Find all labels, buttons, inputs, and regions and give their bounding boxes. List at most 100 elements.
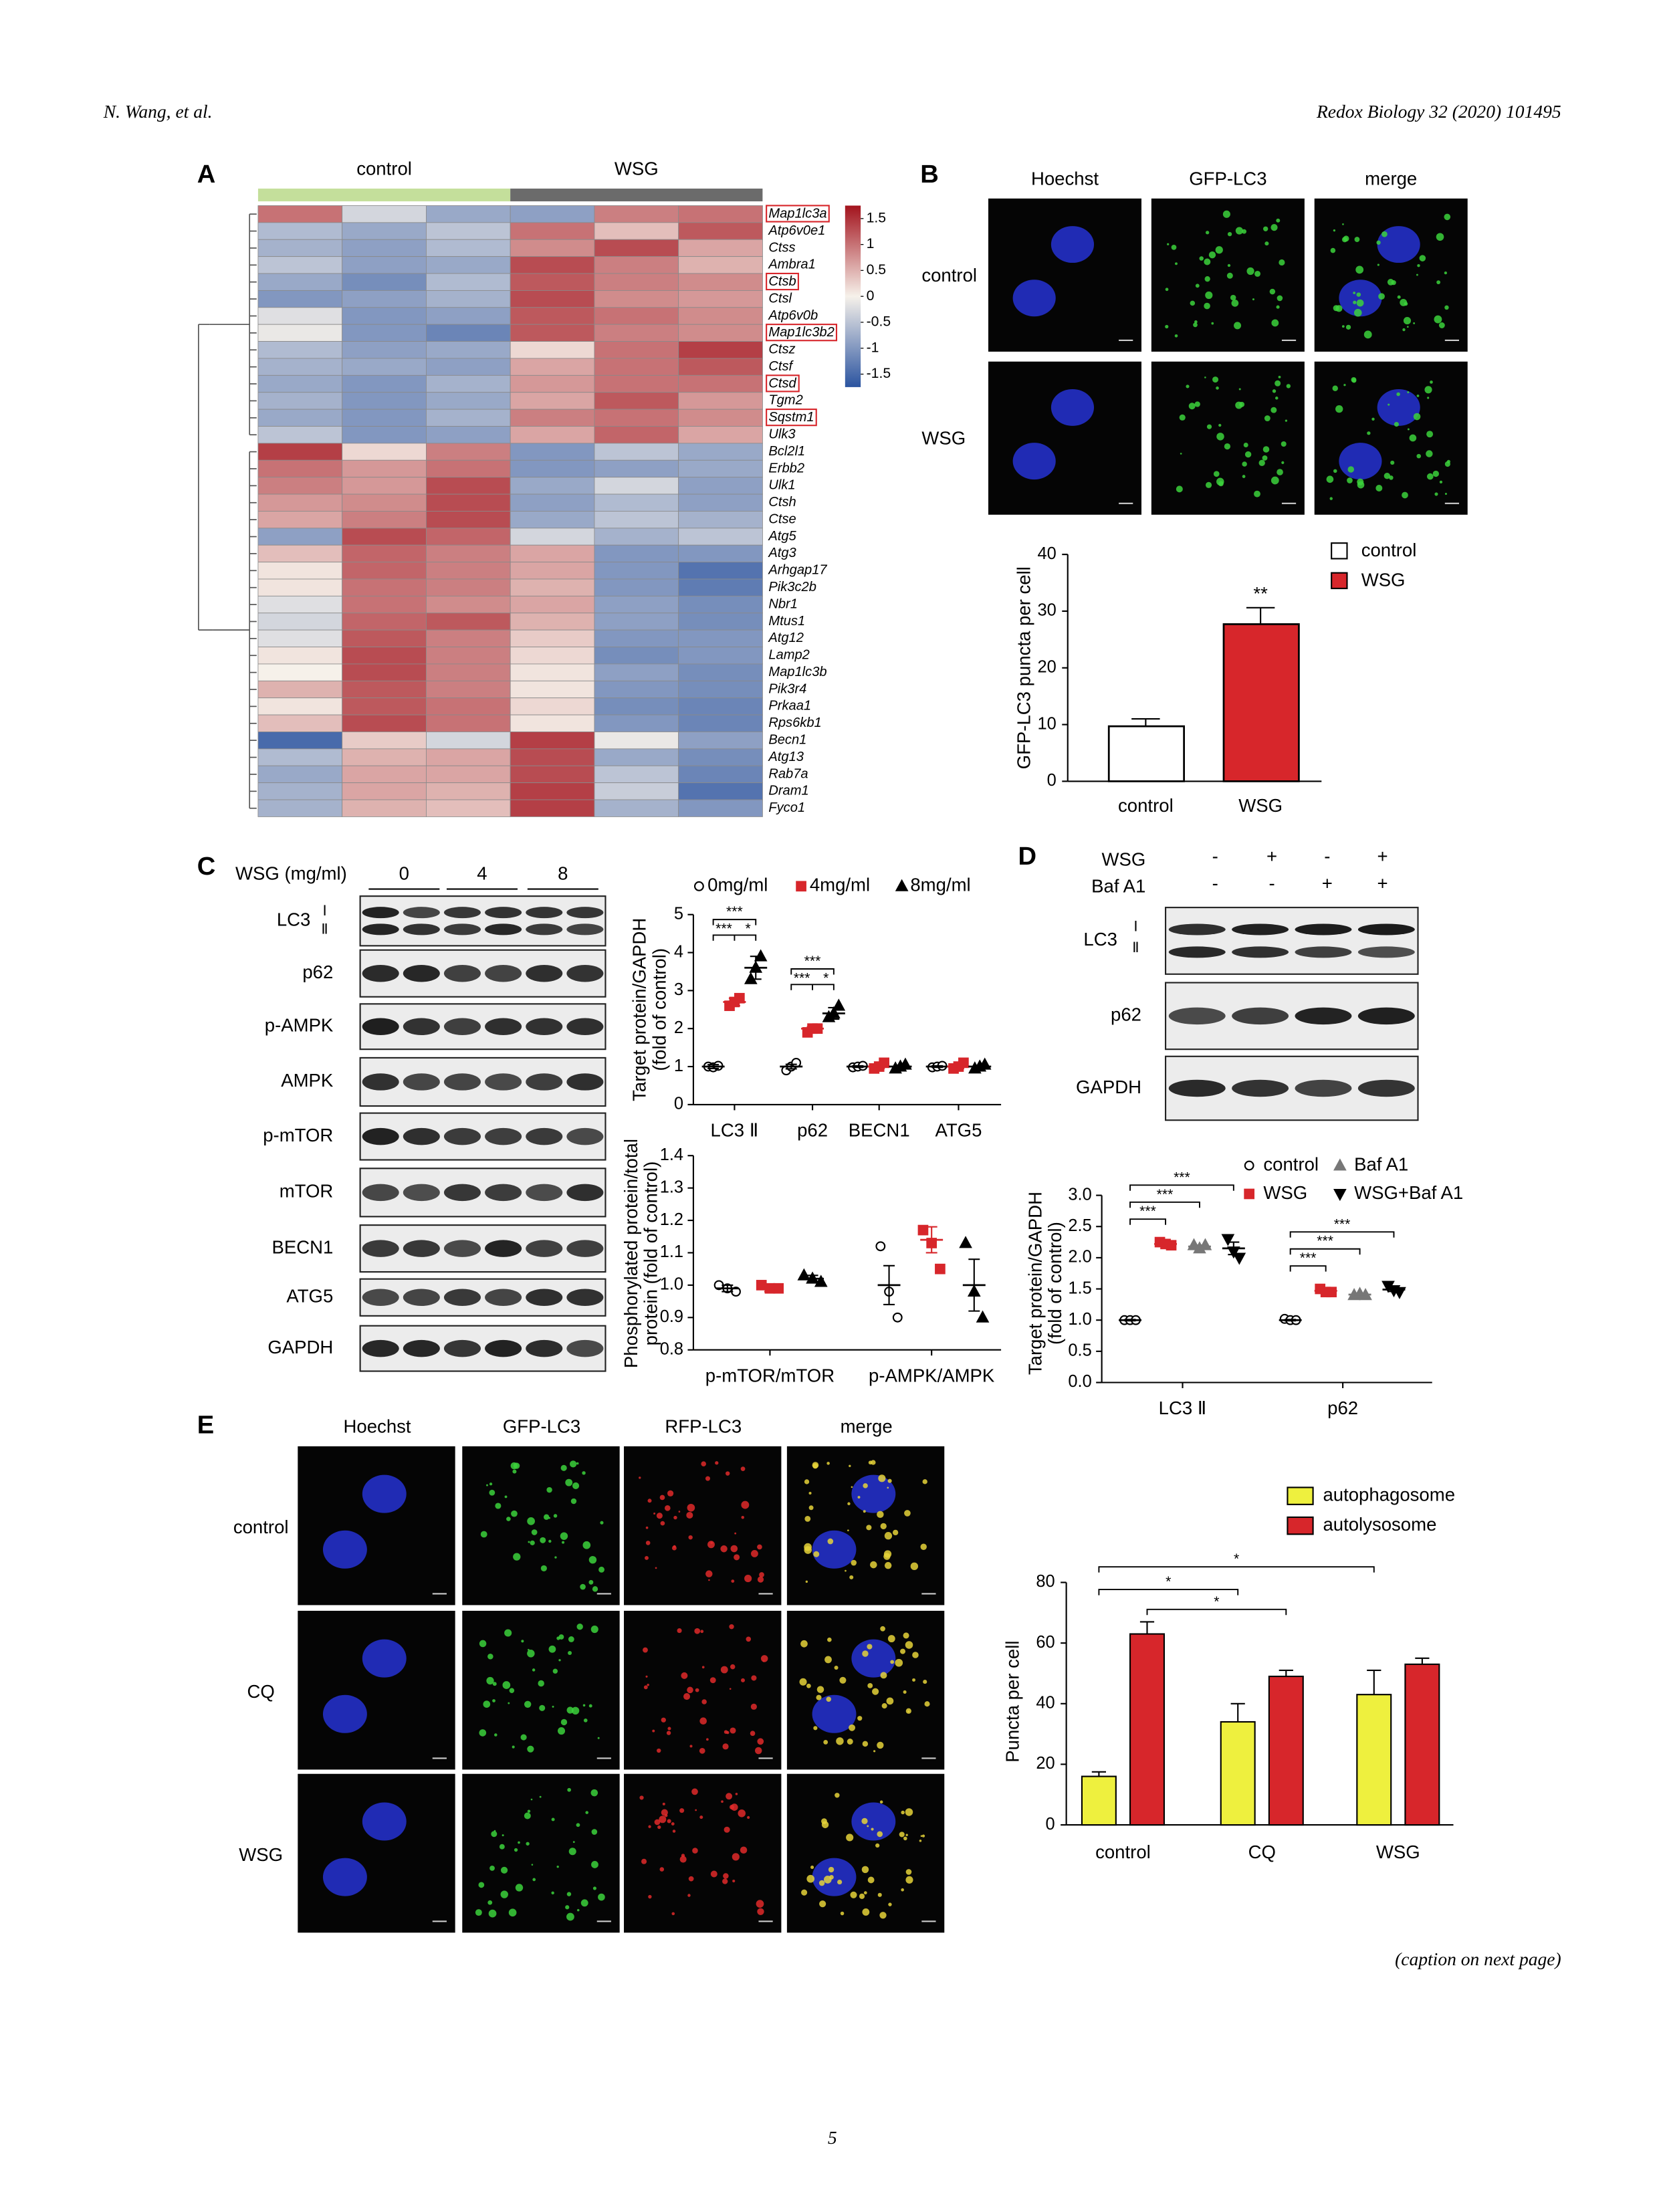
band xyxy=(526,1184,563,1202)
heatmap-cell xyxy=(510,273,595,291)
puncta xyxy=(1276,218,1281,223)
heatmap-cell xyxy=(426,663,511,681)
treatment-label: WSG xyxy=(1102,849,1146,869)
significance: *** xyxy=(1139,1204,1156,1219)
puncta xyxy=(816,1686,824,1693)
error-bar xyxy=(828,1006,840,1020)
puncta xyxy=(659,1495,665,1501)
puncta xyxy=(1416,453,1422,459)
treatment-sign: + xyxy=(1266,846,1277,867)
puncta xyxy=(1413,322,1416,324)
panel-label: A xyxy=(197,160,216,189)
puncta xyxy=(1243,443,1248,448)
gene-label: Atg5 xyxy=(768,529,796,544)
puncta xyxy=(806,1874,815,1883)
puncta xyxy=(540,1565,547,1571)
panel-label: E xyxy=(197,1410,214,1439)
row-label: WSG xyxy=(921,428,966,449)
puncta xyxy=(1407,391,1410,394)
puncta xyxy=(1377,263,1379,266)
puncta xyxy=(877,1892,882,1897)
puncta xyxy=(700,1630,704,1634)
y-axis-title: (fold of control) xyxy=(649,948,669,1071)
heatmap-cell xyxy=(257,392,343,410)
puncta xyxy=(531,1864,534,1866)
puncta xyxy=(1258,459,1265,467)
puncta xyxy=(539,1704,546,1711)
puncta xyxy=(527,1745,534,1753)
heatmap-cell xyxy=(594,528,679,546)
nucleus xyxy=(362,1802,407,1841)
puncta xyxy=(552,1668,558,1674)
puncta xyxy=(504,1629,512,1637)
puncta xyxy=(823,1740,828,1745)
puncta xyxy=(1216,386,1219,390)
puncta xyxy=(1171,244,1177,250)
puncta xyxy=(1270,476,1279,485)
nucleus xyxy=(1377,226,1420,263)
gene-label: Erbb2 xyxy=(768,461,804,475)
heatmap-cell xyxy=(257,799,343,817)
error-bar xyxy=(883,1264,895,1306)
micrograph-content xyxy=(1176,375,1291,497)
puncta xyxy=(1216,433,1224,441)
band xyxy=(566,1184,604,1202)
puncta xyxy=(551,1891,554,1895)
puncta xyxy=(806,1683,811,1688)
puncta xyxy=(880,1523,887,1530)
heatmap-cell xyxy=(342,578,427,596)
puncta xyxy=(480,1531,487,1538)
micrograph-content xyxy=(1326,376,1451,500)
significance-bracket xyxy=(1289,1231,1395,1238)
error-bar xyxy=(1194,1244,1206,1249)
puncta xyxy=(1270,224,1278,231)
puncta xyxy=(1264,415,1270,422)
micrograph xyxy=(298,1446,455,1606)
puncta xyxy=(1194,401,1200,407)
error-bar xyxy=(1131,718,1160,727)
puncta xyxy=(699,1747,705,1754)
puncta xyxy=(1277,469,1283,475)
puncta xyxy=(732,1879,736,1883)
heatmap-cell xyxy=(678,629,763,647)
puncta xyxy=(639,1795,644,1800)
row-label: WSG xyxy=(239,1844,283,1865)
puncta xyxy=(799,1678,807,1686)
heatmap-cell xyxy=(257,358,343,376)
puncta xyxy=(568,1650,572,1656)
puncta xyxy=(570,1460,577,1468)
puncta xyxy=(585,1811,588,1814)
puncta xyxy=(598,1893,605,1901)
puncta xyxy=(828,1866,835,1873)
puncta xyxy=(862,1741,869,1747)
heatmap-cell xyxy=(594,578,679,596)
significance: * xyxy=(1166,1574,1171,1589)
puncta xyxy=(648,1825,651,1828)
heatmap-cell xyxy=(257,578,343,596)
heatmap-cell xyxy=(594,765,679,784)
puncta xyxy=(1402,328,1406,332)
puncta xyxy=(1371,417,1375,421)
band xyxy=(403,1339,440,1357)
puncta xyxy=(1272,389,1277,393)
gene-label: Ctsz xyxy=(768,342,795,357)
puncta xyxy=(751,1550,758,1557)
treatment-sign: - xyxy=(1212,846,1218,867)
error-bar xyxy=(931,1065,944,1069)
colorbar-label: 1.5 xyxy=(867,210,886,225)
puncta xyxy=(912,1652,919,1658)
puncta xyxy=(500,1866,508,1874)
puncta xyxy=(1329,497,1333,500)
y-tick-label: 0 xyxy=(1046,1815,1055,1834)
dose-label: 4 xyxy=(477,863,487,884)
heatmap-cell xyxy=(426,324,511,342)
y-tick-label: 3.0 xyxy=(1068,1185,1091,1204)
puncta xyxy=(804,1543,812,1551)
band xyxy=(485,1073,522,1091)
bar xyxy=(1268,1675,1304,1826)
band xyxy=(1295,946,1352,958)
significance: *** xyxy=(1157,1187,1174,1202)
heatmap-cell xyxy=(257,680,343,699)
legend-marker xyxy=(1244,1188,1255,1200)
band xyxy=(362,1018,399,1035)
